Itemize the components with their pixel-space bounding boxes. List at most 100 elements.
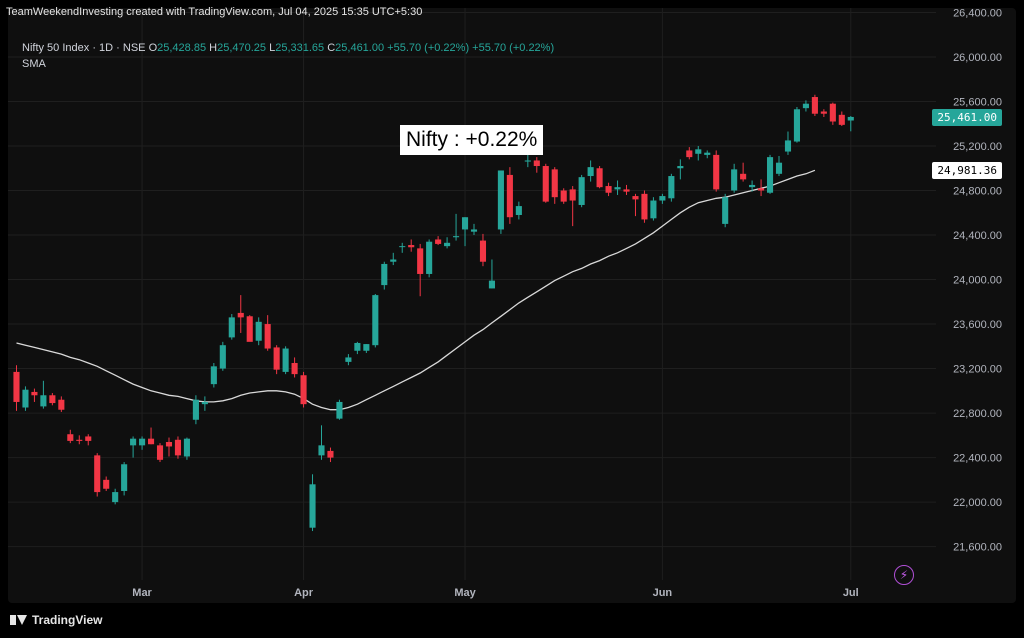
y-tick-label: 26,400.00 bbox=[953, 8, 1002, 19]
symbol-name: Nifty 50 Index · 1D · NSE bbox=[22, 42, 146, 54]
change-value: +55.70 (+0.22%) bbox=[387, 42, 470, 54]
y-tick-label: 24,400.00 bbox=[953, 230, 1002, 242]
candle-body bbox=[112, 492, 119, 503]
candle-body bbox=[722, 197, 729, 224]
candle-body bbox=[237, 312, 244, 318]
symbol-legend[interactable]: Nifty 50 Index · 1D · NSE O25,428.85 H25… bbox=[22, 42, 554, 54]
candle-body bbox=[578, 177, 585, 205]
candle-body bbox=[668, 176, 675, 199]
candle-body bbox=[139, 438, 146, 446]
x-tick-label: Jun bbox=[653, 587, 673, 599]
candle-body bbox=[309, 484, 316, 528]
candle-body bbox=[775, 162, 783, 174]
candle-body bbox=[201, 401, 208, 405]
candle-body bbox=[847, 116, 854, 121]
candle-body bbox=[623, 189, 630, 192]
candle-body bbox=[183, 438, 190, 457]
candle-body bbox=[336, 401, 343, 419]
candle-body bbox=[246, 316, 253, 342]
sma-price-tag: 24,981.36 bbox=[932, 162, 1002, 180]
last-price-tag: 25,461.00 bbox=[932, 108, 1002, 126]
candle-body bbox=[49, 395, 56, 404]
annotation-label: Nifty : +0.22% bbox=[400, 125, 544, 155]
candle-body bbox=[766, 157, 774, 193]
candle-body bbox=[551, 169, 558, 198]
tradingview-brand: TradingView bbox=[32, 613, 103, 627]
x-tick-label: May bbox=[454, 587, 476, 599]
candle-body bbox=[291, 362, 298, 375]
candle-body bbox=[174, 439, 182, 456]
candle-body bbox=[31, 391, 38, 396]
candle-body bbox=[40, 395, 47, 407]
candle-body bbox=[793, 109, 801, 142]
candle-body bbox=[282, 348, 289, 372]
candle-body bbox=[632, 196, 639, 200]
candle-body bbox=[488, 280, 495, 289]
candle-body bbox=[461, 217, 469, 230]
low-label: L bbox=[269, 42, 276, 54]
y-tick-label: 25,600.00 bbox=[953, 96, 1002, 108]
chart-panel[interactable]: 21,600.00 22,000.00 22,400.00 22,800.00 23,2… bbox=[8, 8, 1016, 603]
candle-body bbox=[749, 184, 756, 188]
grid-lines bbox=[8, 8, 936, 580]
y-tick-label: 22,800.00 bbox=[953, 408, 1002, 420]
low-value: 25,331.65 bbox=[275, 42, 325, 54]
candle-body bbox=[811, 97, 818, 114]
tradingview-footer[interactable]: TradingView bbox=[10, 613, 102, 627]
candle-body bbox=[497, 170, 504, 230]
change-value-secondary: +55.70 (+0.22%) bbox=[472, 42, 555, 54]
candle-body bbox=[121, 464, 128, 491]
high-value: 25,470.25 bbox=[217, 42, 267, 54]
candle-body bbox=[210, 366, 217, 385]
candle-body bbox=[76, 439, 83, 441]
open-value: 25,428.85 bbox=[157, 42, 207, 54]
y-axis: 21,600.00 22,000.00 22,400.00 22,800.00 23,2… bbox=[953, 8, 1002, 554]
candle-body bbox=[408, 245, 415, 248]
x-axis: Mar Apr May Jun Jul bbox=[132, 587, 858, 599]
candle-body bbox=[390, 259, 397, 262]
candle-body bbox=[147, 438, 155, 445]
candle-body bbox=[740, 173, 747, 180]
candle-body bbox=[67, 434, 74, 441]
candle-body bbox=[453, 236, 460, 238]
candle-body bbox=[444, 242, 451, 247]
sma-legend[interactable]: SMA bbox=[22, 58, 46, 70]
y-tick-label: 23,600.00 bbox=[953, 319, 1002, 331]
lightning-icon[interactable]: ⚡ bbox=[894, 565, 914, 585]
high-label: H bbox=[209, 42, 218, 54]
x-tick-label: Apr bbox=[294, 587, 314, 599]
candle-body bbox=[731, 169, 738, 191]
candle-body bbox=[300, 375, 307, 405]
tradingview-logo-icon bbox=[10, 615, 27, 625]
candle-body bbox=[264, 324, 271, 349]
candle-body bbox=[659, 196, 666, 201]
candle-body bbox=[758, 188, 765, 191]
y-tick-label: 22,400.00 bbox=[953, 453, 1002, 465]
candle-body bbox=[156, 445, 164, 460]
candle-body bbox=[354, 342, 361, 351]
candle-body bbox=[345, 357, 352, 362]
candle-body bbox=[381, 263, 388, 286]
candle-body bbox=[587, 167, 594, 177]
candle-body bbox=[372, 295, 379, 346]
candle-body bbox=[363, 344, 370, 351]
candlestick-chart[interactable]: 21,600.00 22,000.00 22,400.00 22,800.00 23,2… bbox=[8, 8, 1016, 603]
candle-body bbox=[820, 111, 827, 114]
candle-body bbox=[85, 436, 92, 441]
candle-body bbox=[533, 160, 540, 167]
x-tick-label: Mar bbox=[132, 587, 152, 599]
candle-body bbox=[677, 166, 684, 169]
candles-layer bbox=[13, 94, 854, 532]
y-tick-label: 24,800.00 bbox=[953, 186, 1002, 198]
sma-line bbox=[16, 169, 816, 411]
candle-body bbox=[130, 438, 137, 446]
candle-body bbox=[192, 399, 199, 420]
candle-body bbox=[686, 150, 693, 158]
y-tick-label: 26,000.00 bbox=[953, 52, 1002, 64]
candle-body bbox=[596, 168, 603, 188]
candle-body bbox=[58, 399, 65, 410]
candle-body bbox=[22, 389, 29, 408]
y-tick-label: 24,000.00 bbox=[953, 275, 1002, 287]
candle-body bbox=[435, 239, 442, 244]
